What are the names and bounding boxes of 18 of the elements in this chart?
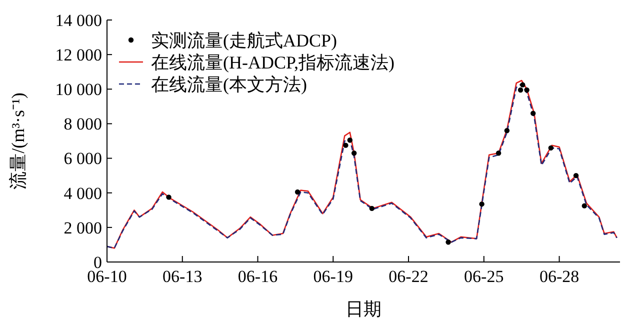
x-tick-label: 06-22 <box>388 267 428 286</box>
y-tick-label: 10 000 <box>55 80 102 100</box>
y-tick-label: 2 000 <box>64 218 102 238</box>
y-tick-label: 4 000 <box>64 184 102 203</box>
legend-label: 在线流量(本文方法) <box>151 74 307 94</box>
x-tick-label: 06-16 <box>238 267 278 286</box>
x-tick-label: 06-28 <box>539 267 580 286</box>
x-tick-label: 06-19 <box>313 267 353 286</box>
y-tick-label: 6 000 <box>64 149 102 168</box>
x-tick-label: 06-13 <box>162 267 202 286</box>
x-tick-label: 06-25 <box>464 267 504 286</box>
y-tick-label: 12 000 <box>55 46 102 65</box>
y-tick-label: 8 000 <box>64 114 102 134</box>
legend-label: 实测流量(走航式ADCP) <box>151 30 338 50</box>
y-axis-title: 流量/(m³·s⁻¹) <box>8 92 28 190</box>
legend-label: 在线流量(H-ADCP,指标流速法) <box>151 52 395 72</box>
y-tick-label: 14 000 <box>55 10 102 30</box>
x-axis-title: 日期 <box>346 299 382 319</box>
